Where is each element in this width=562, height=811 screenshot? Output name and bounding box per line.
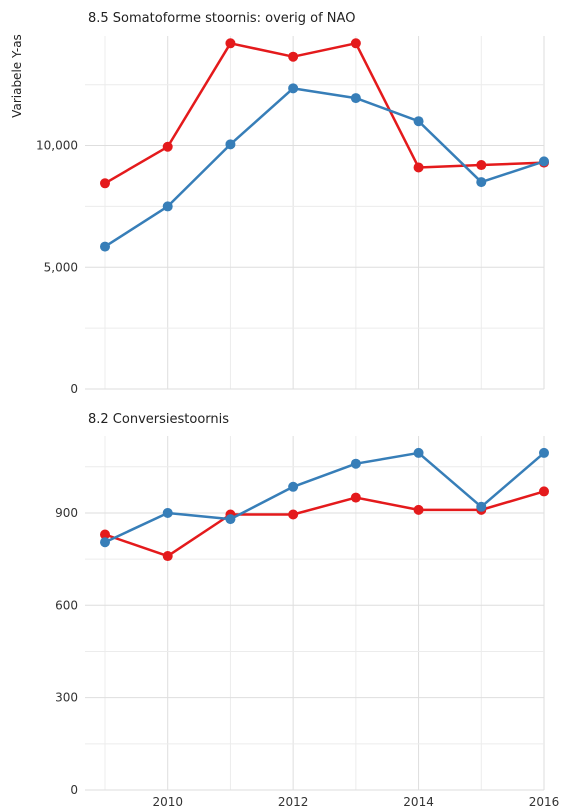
data-point — [162, 507, 173, 518]
data-point — [225, 38, 236, 49]
x-tick-label: 2016 — [529, 795, 560, 809]
data-point — [162, 141, 173, 152]
x-tick-label: 2014 — [403, 795, 434, 809]
data-point — [413, 447, 424, 458]
data-point — [100, 178, 110, 189]
y-tick-label: 300 — [55, 691, 78, 705]
data-point — [413, 504, 424, 515]
series-2 — [100, 447, 549, 548]
data-point — [476, 177, 487, 188]
panel-2: 8.2 Conversiestoornis 0 300 600 900 — [55, 412, 549, 797]
data-point — [225, 514, 236, 525]
y-tick-label: 0 — [70, 382, 78, 396]
series-1 — [100, 38, 549, 189]
series-line — [104, 451, 545, 544]
y-axis-label: Variabele Y-as — [10, 34, 24, 118]
data-point — [162, 201, 173, 212]
data-point — [476, 501, 487, 512]
data-point — [288, 481, 299, 492]
x-tick-label: 2012 — [278, 795, 309, 809]
data-point — [288, 509, 299, 520]
y-tick-label: 600 — [55, 598, 78, 612]
panel-title: 8.5 Somatoforme stoornis: overig of NAO — [88, 11, 355, 26]
data-point — [539, 447, 549, 458]
y-tick-label: 5,000 — [44, 260, 78, 274]
data-point — [476, 160, 487, 171]
data-point — [288, 83, 299, 94]
data-point — [100, 529, 110, 540]
data-point — [100, 537, 110, 548]
data-point — [100, 241, 110, 252]
data-point — [413, 116, 424, 127]
data-point — [350, 93, 361, 104]
panel-1: 8.5 Somatoforme stoornis: overig of NAO 0… — [36, 11, 549, 396]
y-tick-label: 900 — [55, 506, 78, 520]
x-tick-label: 2010 — [152, 795, 183, 809]
data-point — [413, 162, 424, 173]
y-tick-label: 0 — [70, 783, 78, 797]
series-line — [104, 87, 545, 248]
data-point — [162, 551, 173, 562]
data-point — [225, 139, 236, 150]
series-line — [104, 490, 545, 558]
series-line — [104, 42, 545, 185]
chart-panels: 8.5 Somatoforme stoornis: overig of NAO 0… — [36, 11, 559, 809]
panel-title: 8.2 Conversiestoornis — [88, 412, 229, 427]
y-tick-label: 10,000 — [36, 139, 78, 153]
data-point — [539, 156, 549, 167]
data-point — [350, 38, 361, 49]
data-point — [539, 486, 549, 497]
data-point — [350, 458, 361, 469]
data-point — [288, 51, 299, 62]
series-2 — [100, 83, 549, 252]
data-point — [350, 492, 361, 503]
